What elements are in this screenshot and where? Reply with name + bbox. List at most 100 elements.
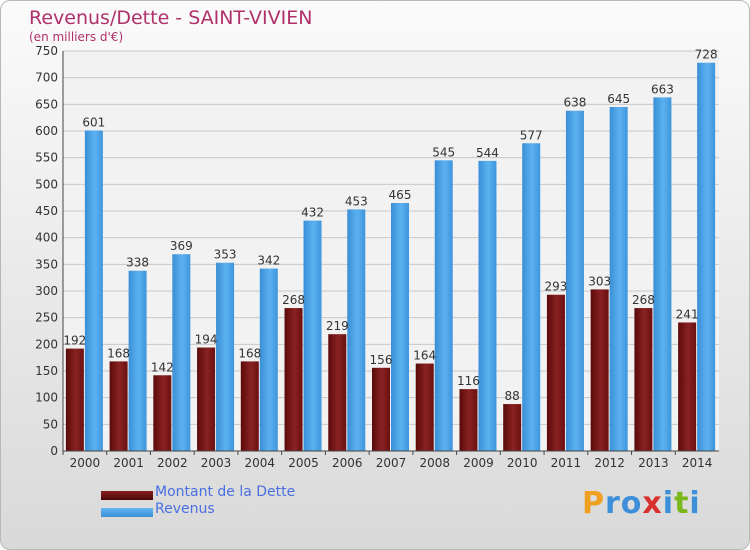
legend-label-revenue: Revenus (155, 501, 215, 517)
data-label-revenue: 728 (695, 48, 718, 62)
data-label-revenue: 577 (520, 128, 543, 142)
data-label-debt: 168 (107, 346, 130, 360)
data-label-revenue: 544 (476, 146, 499, 160)
logo-letter: o (620, 486, 643, 521)
y-tick-label: 50 (43, 417, 58, 431)
y-tick-label: 250 (35, 311, 58, 325)
y-tick-label: 300 (35, 284, 58, 298)
data-label-debt: 168 (238, 346, 261, 360)
logo-letter: r (605, 486, 621, 521)
data-label-debt: 192 (63, 334, 86, 348)
bar-debt (328, 334, 347, 451)
bar-debt (546, 294, 565, 451)
y-tick-label: 750 (35, 44, 58, 58)
x-tick-label: 2010 (507, 456, 538, 470)
data-label-debt: 268 (282, 293, 305, 307)
bar-debt (240, 361, 259, 451)
y-tick-label: 400 (35, 231, 58, 245)
legend-swatch-revenue (101, 508, 153, 517)
x-tick-label: 2008 (419, 456, 450, 470)
x-tick-label: 2011 (551, 456, 582, 470)
y-tick-label: 600 (35, 124, 58, 138)
data-label-debt: 241 (676, 307, 699, 321)
bar-debt (678, 322, 697, 451)
y-tick-label: 650 (35, 97, 58, 111)
data-label-debt: 268 (632, 293, 655, 307)
x-tick-label: 2006 (332, 456, 363, 470)
x-tick-label: 2012 (594, 456, 625, 470)
bar-debt (503, 404, 522, 451)
data-label-revenue: 465 (389, 188, 412, 202)
logo-letter: t (674, 486, 690, 521)
y-tick-label: 0 (50, 444, 58, 458)
bar-debt (372, 367, 390, 451)
x-tick-label: 2004 (245, 456, 276, 470)
data-label-debt: 142 (151, 360, 174, 374)
data-label-debt: 156 (370, 353, 393, 367)
x-tick-label: 2005 (288, 456, 319, 470)
data-label-debt: 194 (195, 333, 218, 347)
y-tick-label: 450 (35, 204, 58, 218)
y-tick-label: 100 (35, 391, 58, 405)
chart-subtitle: (en milliers d'€) (29, 30, 124, 44)
data-label-revenue: 338 (126, 256, 149, 270)
y-tick-label: 500 (35, 177, 58, 191)
data-label-revenue: 432 (301, 206, 324, 220)
data-label-revenue: 645 (607, 92, 630, 106)
data-label-debt: 88 (505, 389, 520, 403)
bar-revenue (128, 270, 147, 451)
bar-debt (109, 361, 128, 451)
chart-title: Revenus/Dette - SAINT-VIVIEN (29, 7, 313, 29)
x-tick-label: 2002 (157, 456, 188, 470)
x-tick-label: 2007 (376, 456, 407, 470)
data-label-debt: 164 (413, 349, 436, 363)
x-tick-label: 2001 (113, 456, 144, 470)
bar-revenue (478, 160, 497, 451)
bar-debt (590, 289, 609, 451)
bar-revenue (347, 209, 366, 451)
legend-label-debt: Montant de la Dette (155, 484, 296, 500)
bar-revenue (565, 110, 584, 451)
bar-revenue (303, 220, 322, 451)
bar-debt (284, 308, 303, 451)
data-label-revenue: 545 (432, 145, 455, 159)
x-tick-label: 2003 (201, 456, 232, 470)
data-label-debt: 293 (544, 280, 567, 294)
logo-letter: x (642, 486, 663, 521)
data-label-debt: 116 (457, 374, 480, 388)
data-label-debt: 303 (588, 274, 611, 288)
y-tick-label: 200 (35, 337, 58, 351)
bar-revenue (697, 62, 716, 451)
y-tick-label: 150 (35, 364, 58, 378)
data-label-revenue: 638 (563, 96, 586, 110)
bar-debt (153, 375, 172, 451)
bar-revenue (522, 143, 541, 451)
logo-letter: P (582, 486, 605, 521)
bar-debt (197, 347, 216, 451)
bar-debt (65, 348, 84, 451)
logo-letter: i (662, 486, 675, 521)
bar-debt (459, 389, 478, 451)
x-tick-label: 2014 (682, 456, 713, 470)
data-label-revenue: 663 (651, 82, 674, 96)
bar-debt (415, 363, 434, 451)
data-label-debt: 219 (326, 319, 349, 333)
data-label-revenue: 369 (170, 239, 193, 253)
x-tick-label: 2000 (70, 456, 101, 470)
y-tick-label: 550 (35, 151, 58, 165)
y-tick-label: 350 (35, 257, 58, 271)
x-tick-label: 2009 (463, 456, 494, 470)
data-label-revenue: 453 (345, 194, 368, 208)
y-tick-label: 700 (35, 71, 58, 85)
bar-revenue (434, 160, 453, 452)
data-label-revenue: 601 (82, 115, 105, 129)
data-label-revenue: 353 (214, 248, 237, 262)
logo-letter: i (689, 486, 701, 521)
bar-revenue (172, 254, 191, 451)
bar-revenue (391, 203, 409, 451)
bar-debt (634, 308, 653, 451)
data-label-revenue: 342 (257, 254, 280, 268)
x-tick-label: 2013 (638, 456, 669, 470)
